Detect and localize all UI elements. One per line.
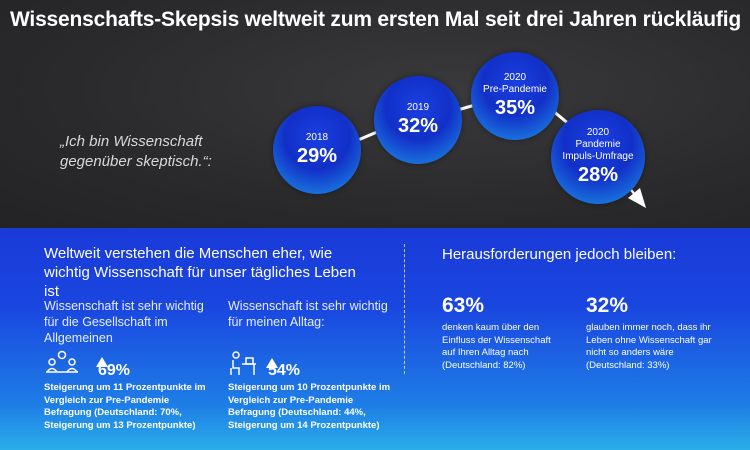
col2-stat [228, 350, 278, 376]
col2-note: Steigerung um 10 Prozentpunkte im Vergle… [228, 382, 391, 431]
col2-percent: 54% [268, 362, 301, 379]
stat1-percent: 63% [442, 294, 485, 317]
page-title: Wissenschafts-Skepsis weltweit zum erste… [10, 8, 741, 31]
col1-percent: 69% [98, 362, 131, 379]
bubble-2020-pre: 2020 Pre-Pandemie 35% [471, 52, 559, 140]
left-heading: Weltweit verstehen die Menschen eher, wi… [44, 245, 356, 300]
bubble-year-sub2: Impuls-Umfrage [562, 151, 634, 162]
up-triangle-icon [266, 358, 278, 368]
bubble-value: 35% [494, 97, 536, 119]
col1-note: Steigerung um 11 Prozentpunkte im Vergle… [44, 382, 206, 431]
people-meeting-icon [44, 350, 80, 374]
stat2-percent: 32% [586, 294, 629, 317]
bubble-2019: 2019 32% [374, 76, 462, 164]
stat2-note: glauben immer noch, dass ihr Leben ohne … [586, 322, 712, 371]
bubble-value: 29% [296, 145, 338, 167]
bubble-value: 32% [397, 115, 439, 137]
findings-panel: Weltweit verstehen die Menschen eher, wi… [0, 228, 750, 450]
right-heading: Herausforderungen jedoch bleiben: [442, 246, 677, 263]
down-arrow-icon [628, 188, 646, 208]
bubble-year-sub: Pre-Pandemie [483, 84, 547, 95]
stat1-note: denken kaum über den Einfluss der Wissen… [442, 322, 551, 371]
bubble-value: 28% [577, 164, 619, 186]
bubble-year: 2020 [503, 72, 527, 83]
bubble-year-sub: Pandemie [575, 139, 621, 150]
section-divider [404, 244, 405, 374]
bubble-2020-pandemic: 2020 Pandemie Impuls-Umfrage 28% [551, 110, 645, 204]
col2-subheading: Wissenschaft ist sehr wichtig für meinen… [228, 299, 388, 329]
person-at-desk-icon [228, 350, 258, 376]
bubble-year: 2020 [586, 127, 610, 138]
bubble-year: 2018 [305, 132, 329, 143]
quote-text: „Ich bin Wissenschaft gegenüber skeptisc… [60, 133, 212, 170]
col1-subheading: Wissenschaft ist sehr wichtig für die Ge… [44, 299, 204, 345]
up-triangle-icon [96, 357, 108, 367]
col1-stat [44, 350, 108, 374]
bubble-year: 2019 [406, 102, 430, 113]
bubble-2018: 2018 29% [273, 106, 361, 194]
